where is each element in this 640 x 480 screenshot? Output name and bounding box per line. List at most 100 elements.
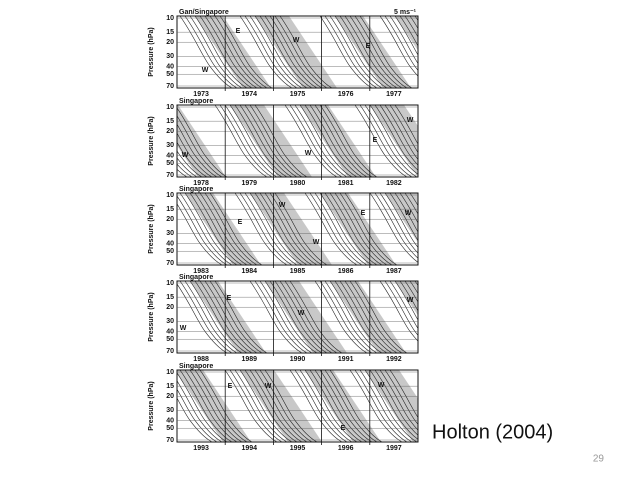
contour-line: [399, 281, 418, 312]
shaded-band: [185, 193, 261, 265]
wind-label: W: [407, 297, 414, 304]
plot-frame: [176, 280, 419, 354]
y-axis-label: Pressure (hPa): [148, 204, 155, 253]
y-tick-label: 10: [166, 104, 174, 111]
wind-label: W: [293, 37, 300, 44]
year-label: 1990: [290, 356, 306, 363]
year-label: 1992: [386, 356, 402, 363]
y-tick-label: 30: [166, 142, 174, 149]
plot-frame: [176, 15, 419, 89]
shaded-band: [320, 193, 396, 265]
y-tick-label: 40: [166, 240, 174, 247]
year-label: 1983: [193, 268, 209, 275]
y-tick-label: 10: [166, 15, 174, 22]
y-tick-label: 20: [166, 39, 174, 46]
year-label: 1988: [193, 356, 209, 363]
contour-line: [414, 281, 418, 287]
contour-line: [389, 370, 418, 418]
y-tick-label: 70: [166, 172, 174, 179]
year-label: 1980: [290, 180, 306, 187]
y-axis-label: Pressure (hPa): [148, 27, 155, 76]
contours: [177, 370, 418, 442]
wind-label: E: [236, 28, 241, 35]
station-label: Singapore: [179, 363, 213, 370]
shaded-band: [300, 105, 376, 177]
plot-frame: [176, 192, 419, 266]
wind-label: W: [313, 239, 320, 246]
year-label: 1978: [193, 180, 209, 187]
shaded-band: [177, 105, 226, 177]
contour-line: [389, 281, 418, 329]
y-tick-label: 70: [166, 83, 174, 90]
y-axis-label: Pressure (hPa): [148, 116, 155, 165]
year-label: 1997: [386, 445, 402, 452]
shaded-band: [305, 370, 381, 442]
wind-label: E: [238, 219, 243, 226]
year-label: 1996: [338, 445, 354, 452]
wind-label: W: [202, 67, 209, 74]
contour-line: [177, 157, 198, 177]
year-label: 1984: [242, 268, 258, 275]
wind-label: W: [265, 383, 272, 390]
wind-label: E: [341, 425, 346, 432]
contour-line: [177, 163, 193, 177]
wind-label: E: [361, 210, 366, 217]
wind-label: W: [180, 325, 187, 332]
y-tick-label: 15: [166, 118, 174, 125]
year-label: 1979: [242, 180, 258, 187]
wind-label: W: [378, 382, 385, 389]
y-tick-label: 15: [166, 206, 174, 213]
y-tick-label: 15: [166, 29, 174, 36]
y-tick-label: 30: [166, 407, 174, 414]
wind-label: W: [182, 152, 189, 159]
station-label: Gan/Singapore: [179, 9, 229, 16]
contour-line: [420, 16, 472, 88]
y-tick-label: 50: [166, 248, 174, 255]
contour-line: [389, 105, 418, 153]
wind-label: E: [366, 43, 371, 50]
station-label: Singapore: [179, 274, 213, 281]
year-label: 1976: [338, 91, 354, 98]
citation: Holton (2004): [432, 421, 553, 443]
year-label: 1991: [338, 356, 354, 363]
contour-line: [177, 168, 188, 177]
y-tick-label: 20: [166, 128, 174, 135]
contour-line: [414, 16, 418, 22]
year-label: 1995: [290, 445, 306, 452]
contour-line: [420, 281, 472, 353]
contours: [177, 193, 418, 265]
year-label: 1981: [338, 180, 354, 187]
y-tick-label: 30: [166, 318, 174, 325]
y-tick-label: 15: [166, 383, 174, 390]
year-label: 1987: [386, 268, 402, 275]
y-axis-label: Pressure (hPa): [148, 292, 155, 341]
y-tick-label: 70: [166, 348, 174, 355]
shaded-band: [190, 281, 266, 353]
wind-label: W: [279, 202, 286, 209]
year-label: 1977: [386, 91, 402, 98]
contour-line: [399, 16, 418, 47]
y-tick-label: 40: [166, 152, 174, 159]
y-tick-label: 70: [166, 437, 174, 444]
y-tick-label: 50: [166, 336, 174, 343]
wind-label: W: [298, 310, 305, 317]
contour-line: [404, 281, 418, 303]
y-tick-label: 50: [166, 71, 174, 78]
y-tick-label: 20: [166, 393, 174, 400]
y-tick-label: 30: [166, 53, 174, 60]
y-tick-label: 40: [166, 63, 174, 70]
contour-line: [394, 16, 418, 56]
shaded-band: [195, 16, 271, 88]
year-label: 1985: [290, 268, 306, 275]
wind-label: E: [228, 383, 233, 390]
contours: [179, 16, 472, 88]
wind-label: E: [373, 137, 378, 144]
plot-frame: [176, 369, 419, 443]
year-label: 1974: [242, 91, 258, 98]
